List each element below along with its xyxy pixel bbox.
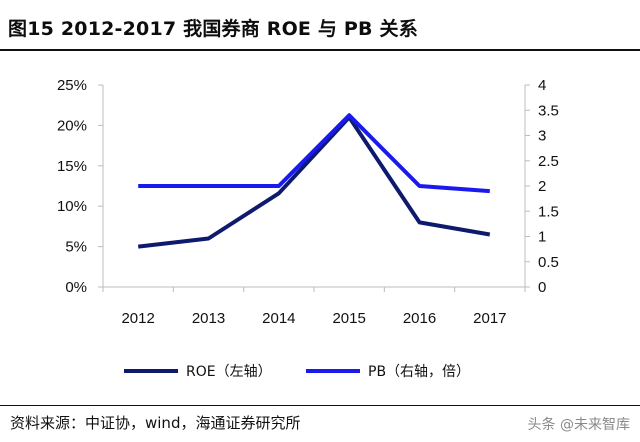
roe-pb-line-chart: 0% 5% 10% 15% 20% 25% 0 0.5 1 1.5 2 2.5 3 3.5 4 2012 201… [57, 77, 559, 380]
roe-series-line [137, 115, 491, 249]
legend: ROE（左轴） PB（右轴，倍） [124, 364, 470, 380]
right-tick-label: 2 [538, 178, 546, 195]
legend-label: PB（右轴，倍） [368, 364, 470, 380]
right-tick-label: 3.5 [538, 102, 559, 119]
pb-series-line [138, 113, 490, 194]
right-tick-label: 2.5 [538, 153, 559, 170]
title-underline [0, 49, 640, 51]
watermark: 头条 @未来智库 [527, 417, 630, 433]
x-tick-label: 2012 [121, 310, 154, 327]
left-tick-label: 15% [57, 158, 87, 175]
axes [98, 84, 530, 292]
tick-labels: 0% 5% 10% 15% 20% 25% 0 0.5 1 1.5 2 2.5 3 3.5 4 2012 201… [57, 77, 559, 327]
x-tick-label: 2017 [473, 310, 506, 327]
footer-rule [0, 405, 640, 406]
x-tick-label: 2013 [192, 310, 225, 327]
legend-label: ROE（左轴） [186, 364, 272, 380]
left-tick-label: 0% [65, 279, 87, 296]
right-tick-label: 1 [538, 229, 546, 246]
series-lines [137, 113, 491, 249]
left-tick-label: 10% [57, 198, 87, 215]
figure-title: 图15 2012-2017 我国券商 ROE 与 PB 关系 [8, 18, 418, 40]
x-tick-label: 2015 [332, 310, 365, 327]
right-tick-label: 0.5 [538, 254, 559, 271]
source-note: 资料来源：中证协，wind，海通证券研究所 [10, 414, 301, 432]
right-tick-label: 4 [538, 77, 546, 94]
right-tick-label: 1.5 [538, 203, 559, 220]
left-tick-label: 5% [65, 239, 87, 256]
left-tick-label: 25% [57, 77, 87, 94]
x-tick-label: 2016 [403, 310, 436, 327]
left-tick-label: 20% [57, 117, 87, 134]
right-tick-label: 0 [538, 279, 546, 296]
x-tick-label: 2014 [262, 310, 295, 327]
right-tick-label: 3 [538, 128, 546, 145]
